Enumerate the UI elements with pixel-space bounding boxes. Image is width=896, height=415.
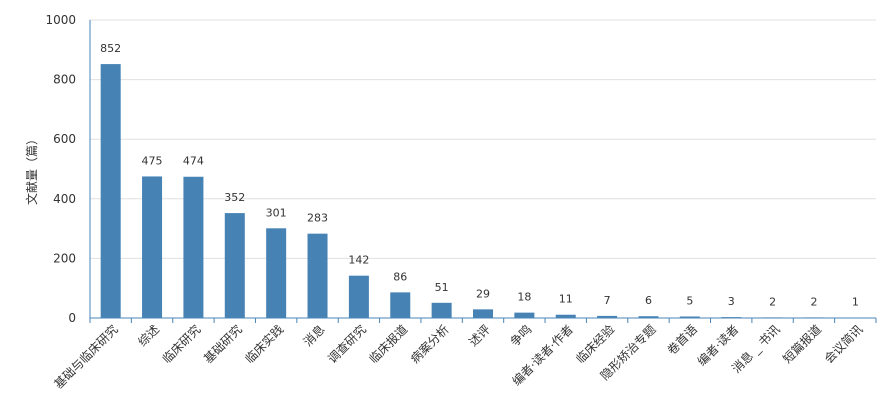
bar[interactable] [431,302,452,318]
bar[interactable] [348,275,369,318]
bar-value-label: 283 [307,212,328,225]
x-tick-label: 消息 [300,322,328,350]
bar[interactable] [224,213,245,318]
x-tick-label: 临床实践 [242,322,287,367]
x-tick-label: 调查研究 [324,322,369,367]
x-tick-label: 会议简讯 [822,322,866,366]
bar[interactable] [638,316,659,318]
bar-value-label: 51 [435,281,449,294]
bar-value-label: 6 [645,294,652,307]
bar-value-label: 301 [266,206,287,219]
bar-value-label: 1 [852,296,859,309]
bar[interactable] [679,316,700,318]
y-tick-label: 1000 [45,13,76,27]
bar-value-label: 474 [183,155,204,168]
x-tick-label: 短篇报道 [780,322,825,367]
value-labels: 852 475 474 352 301 283 142 86 51 29 18 11 7 6 5 3 2 2 1 [100,42,859,309]
x-tick-label: 临床研究 [159,322,204,367]
y-axis-title: 文献量（篇） [24,133,39,205]
bar[interactable] [183,176,204,318]
bar[interactable] [142,176,163,318]
bars [100,64,866,318]
x-tick-label: 述评 [466,322,493,349]
bar[interactable] [514,312,535,318]
bar-value-label: 11 [559,293,573,306]
bar[interactable] [473,309,493,318]
bar-value-label: 142 [348,254,369,267]
x-tick-label: 卷首语 [664,322,700,358]
bar[interactable] [307,233,328,318]
x-tick-label: 基础研究 [200,322,245,367]
bar[interactable] [266,228,287,318]
y-tick-label: 800 [53,73,76,87]
bar[interactable] [597,315,618,318]
bar-value-label: 3 [728,295,735,308]
bar-value-label: 86 [393,270,407,283]
x-tick-label: 临床报道 [366,322,411,367]
bar-value-label: 2 [769,295,776,308]
y-tick-label: 0 [68,311,76,325]
bar-value-label: 475 [142,154,163,167]
bar-value-label: 5 [686,295,693,308]
y-tick-label: 600 [53,132,76,146]
y-tick-labels: 0 200 400 600 800 1000 [45,13,76,325]
bar[interactable] [390,292,411,318]
y-tick-label: 200 [53,251,76,265]
bar-value-label: 18 [517,291,531,304]
bar[interactable] [100,64,121,318]
bar[interactable] [555,314,576,318]
y-tick-label: 400 [53,192,76,206]
x-tick-label: 综述 [135,322,162,349]
x-tick-label: 争鸣 [507,322,535,350]
bar-value-label: 2 [810,295,817,308]
bar-value-label: 352 [224,191,245,204]
x-tick-label: 病案分析 [407,322,452,367]
bar-value-label: 7 [604,294,611,307]
gridlines [90,19,876,259]
x-tick-label: 基础与临床研究 [51,322,121,392]
bar-value-label: 852 [100,42,121,55]
axes [89,20,877,323]
bar-value-label: 29 [476,287,490,300]
